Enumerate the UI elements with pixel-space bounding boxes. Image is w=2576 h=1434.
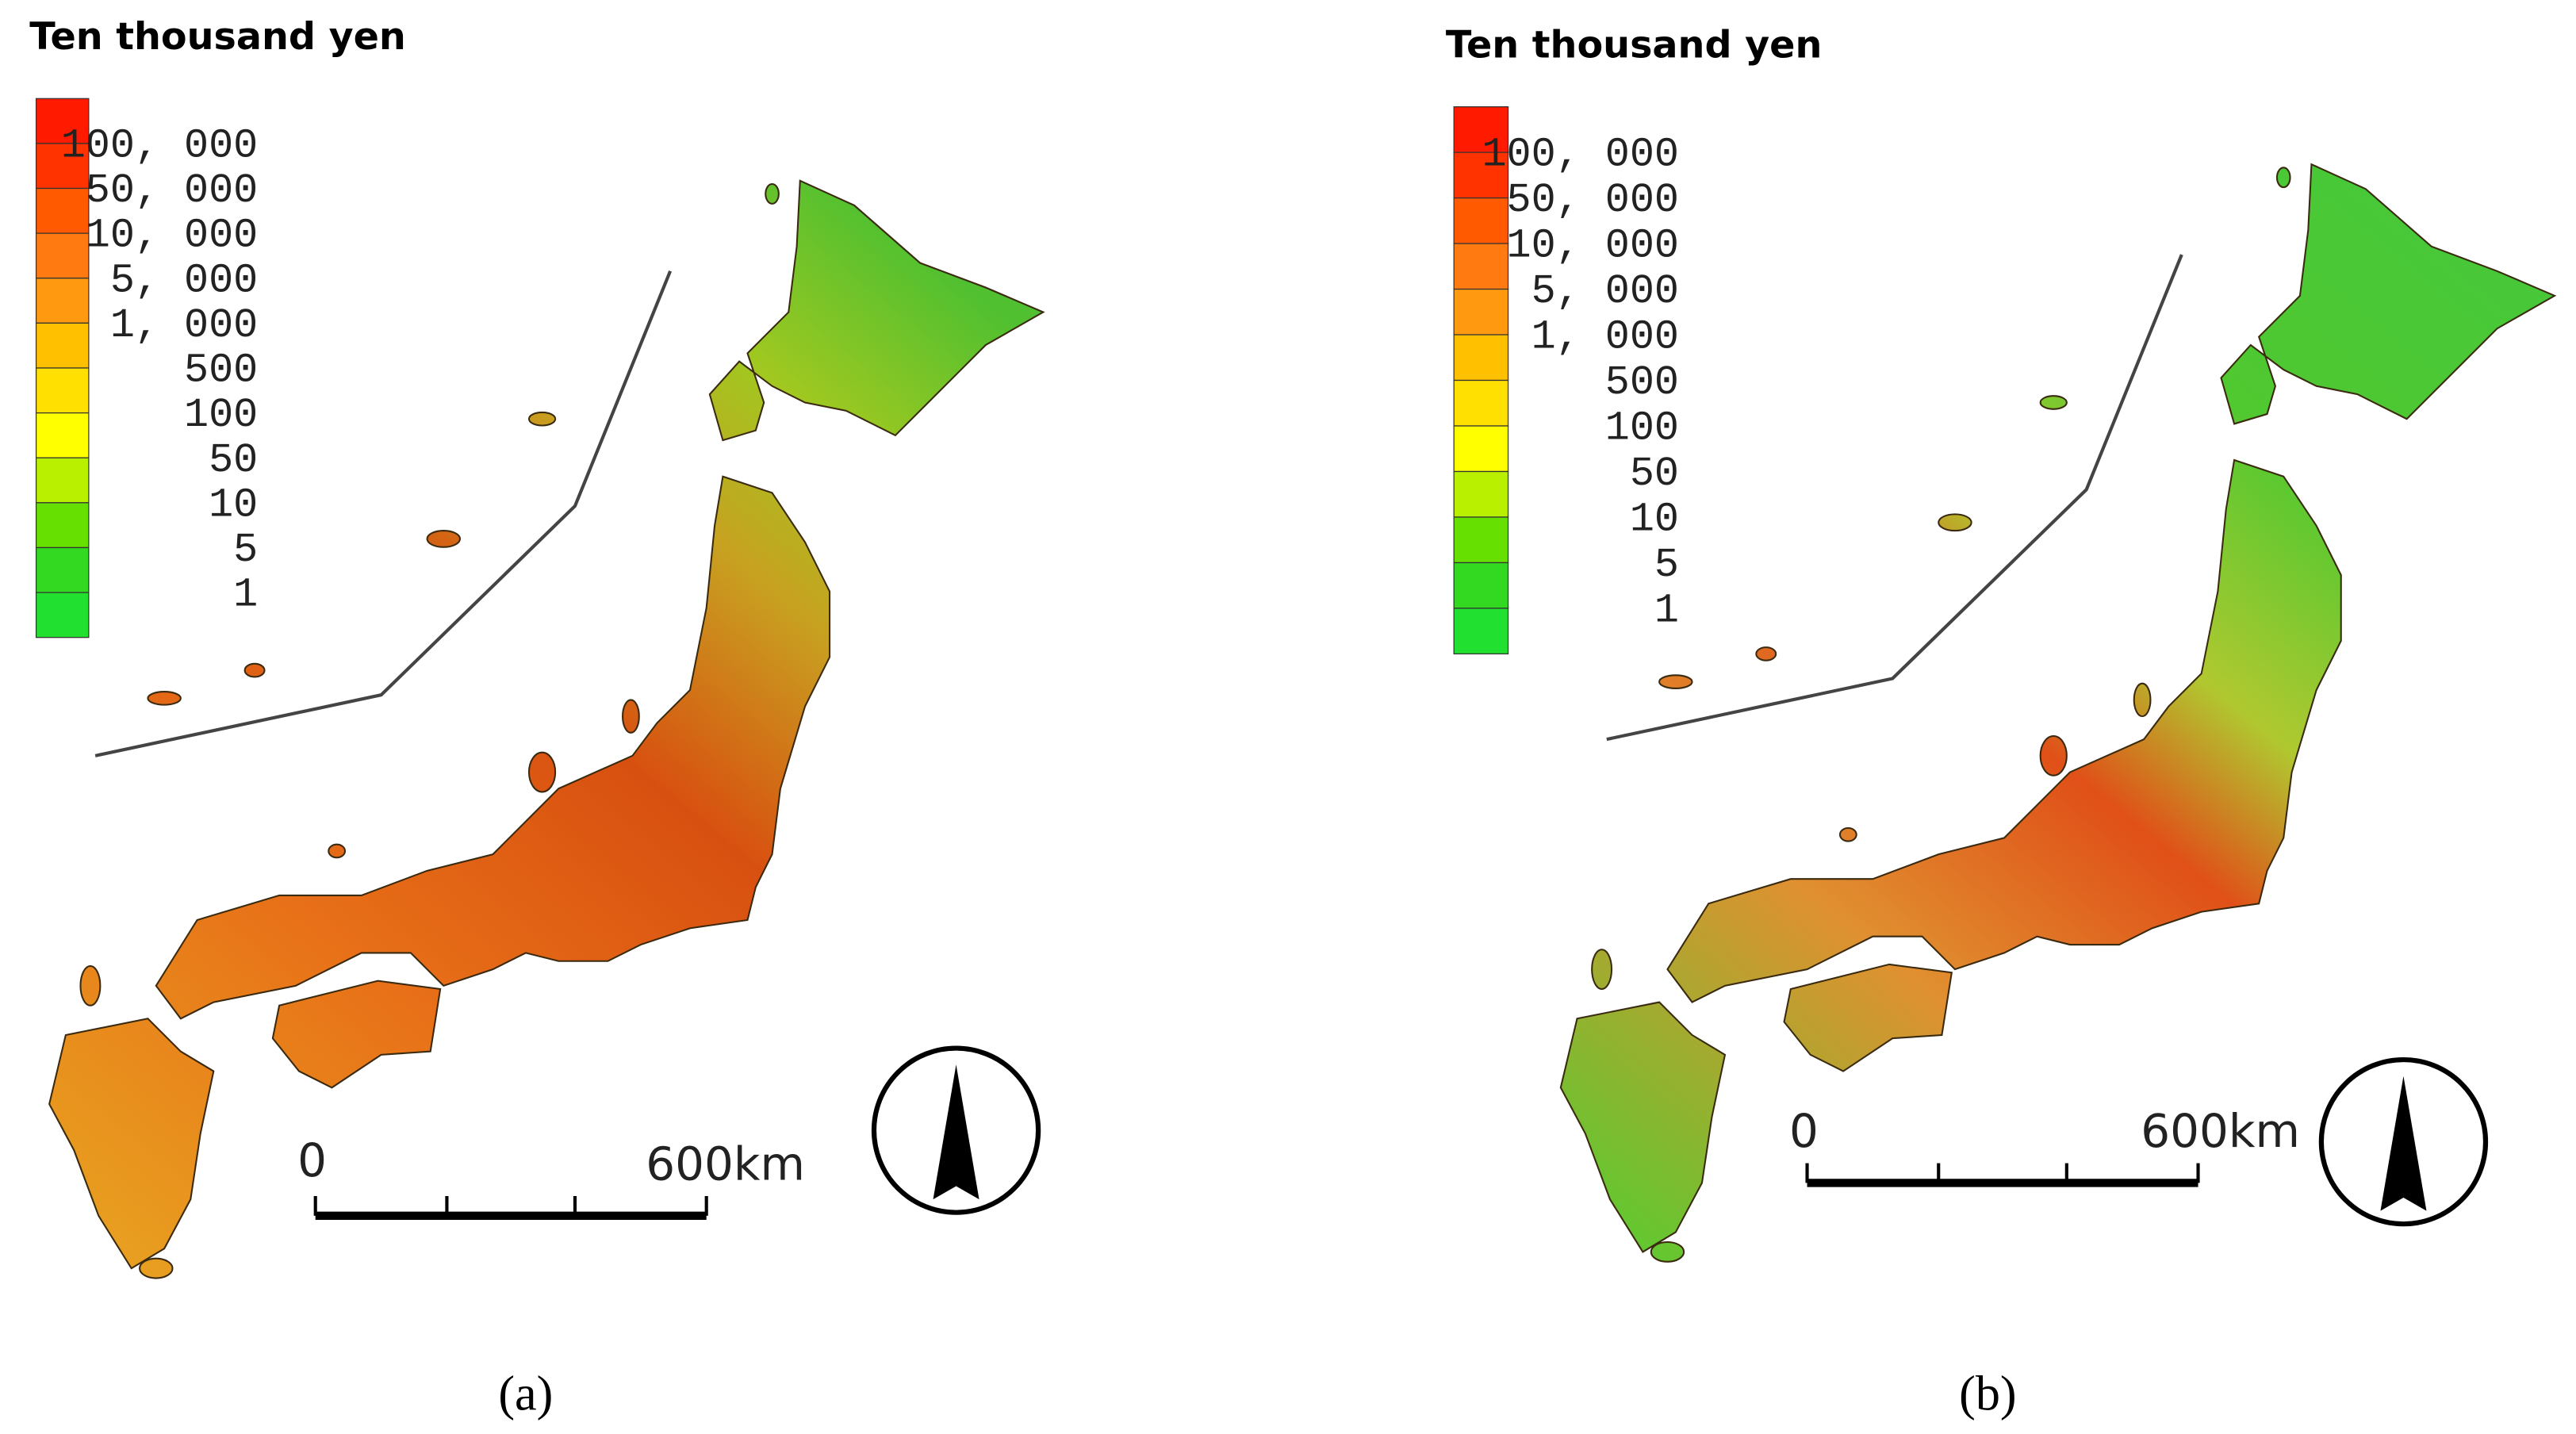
legend-swatch — [35, 232, 90, 279]
legend-label: 10 — [1630, 497, 1679, 543]
scale-label: 0 — [297, 1133, 327, 1187]
legend-swatch — [1453, 243, 1509, 290]
legend-label: 50, 000 — [86, 167, 258, 214]
legend-label: 1 — [233, 572, 258, 619]
legend-label: 10, 000 — [86, 213, 258, 259]
scale-label: 0 — [1789, 1104, 1819, 1158]
legend-label: 10 — [209, 481, 258, 528]
legend-label: 5, 000 — [110, 257, 258, 304]
legend-swatch — [35, 546, 90, 593]
legend-swatch — [35, 143, 90, 190]
legend-swatch — [35, 98, 90, 144]
legend-swatch — [1453, 379, 1509, 427]
legend-title: Ten thousand yen — [29, 15, 406, 59]
legend-title: Ten thousand yen — [1446, 23, 1823, 67]
legend-label: 100, 000 — [61, 122, 259, 169]
legend-label: 5 — [233, 527, 258, 573]
legend-label: 100, 000 — [1482, 132, 1679, 178]
legend-label: 100 — [184, 392, 258, 439]
legend-label: 500 — [184, 347, 258, 394]
legend-swatch — [1453, 425, 1509, 473]
legend-swatch — [1453, 516, 1509, 564]
legend-swatch — [35, 322, 90, 369]
legend-label: 1, 000 — [110, 302, 258, 349]
legend-label: 10, 000 — [1507, 223, 1679, 270]
legend-label: 5, 000 — [1531, 268, 1679, 315]
legend-swatch — [1453, 288, 1509, 335]
legend-swatch — [35, 187, 90, 234]
legend-swatch — [35, 592, 90, 638]
legend-swatch — [1453, 197, 1509, 244]
caption: (a) — [498, 1367, 553, 1421]
legend-label: 1 — [1654, 588, 1679, 635]
scale-label: 600km — [2141, 1104, 2300, 1158]
legend-swatch — [35, 457, 90, 504]
scale-label: 600km — [646, 1137, 805, 1191]
legend-swatch — [35, 367, 90, 414]
legend-label: 50 — [209, 437, 258, 484]
legend-label: 5 — [1654, 542, 1679, 589]
legend-swatch — [1453, 562, 1509, 609]
legend-swatch — [1453, 608, 1509, 655]
legend-swatch — [1453, 334, 1509, 382]
legend-label: 50 — [1630, 451, 1679, 497]
legend-swatch — [35, 278, 90, 324]
caption: (b) — [1959, 1367, 2016, 1421]
legend-swatch — [1453, 151, 1509, 199]
legend-swatch — [35, 412, 90, 458]
legend-swatch — [1453, 470, 1509, 518]
legend-label: 500 — [1605, 359, 1679, 406]
legend-label: 1, 000 — [1531, 314, 1679, 361]
legend-swatch — [35, 502, 90, 549]
legend-label: 100 — [1605, 405, 1679, 452]
legend-label: 50, 000 — [1507, 177, 1679, 224]
map-b — [1559, 163, 2556, 1263]
legend-swatch — [1453, 106, 1509, 153]
